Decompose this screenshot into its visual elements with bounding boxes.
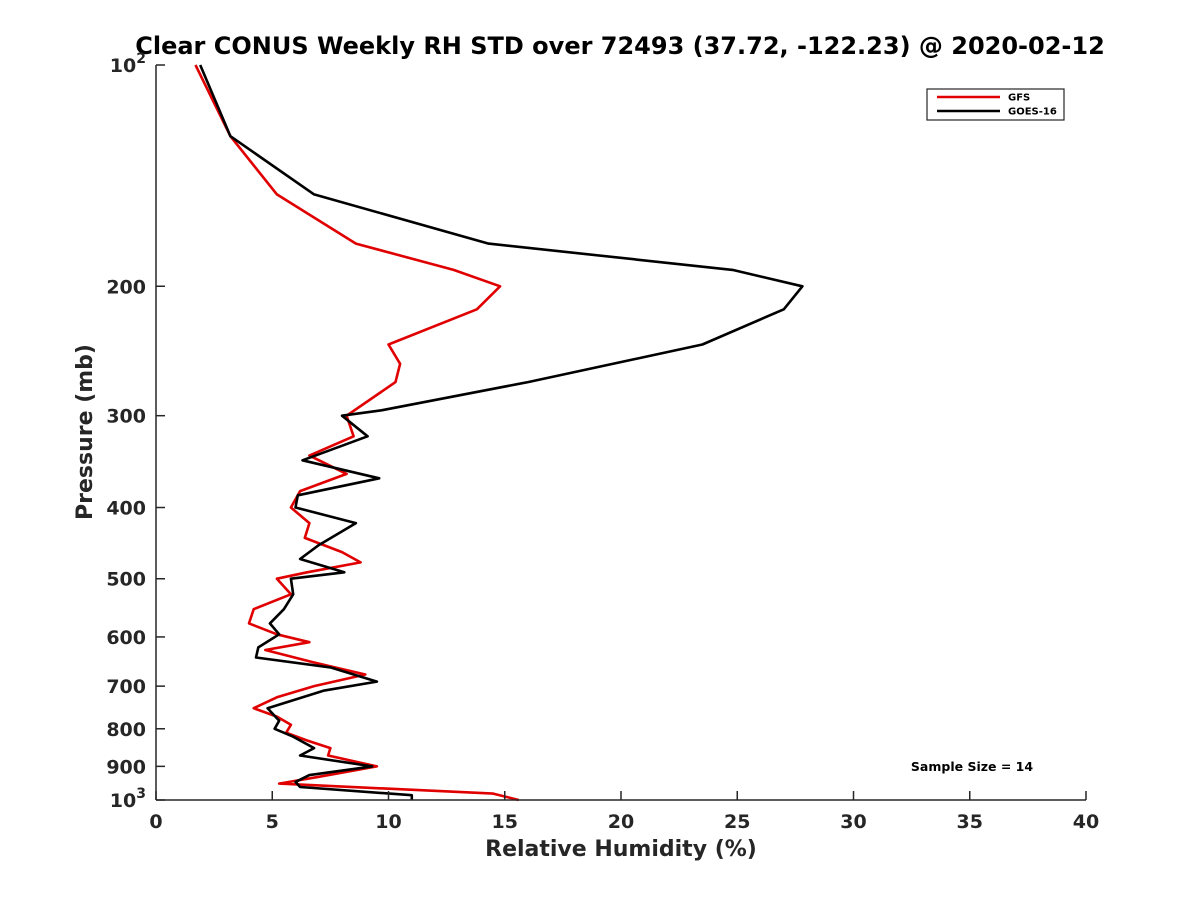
sample-size-annotation: Sample Size = 14 <box>911 759 1033 774</box>
legend-entries: GFS GOES-16 <box>937 93 1057 118</box>
plot-area: 0 5 10 15 20 25 30 35 40 102 200 300 400 500 600 700 80… <box>106 51 1099 833</box>
x-tick-label: 15 <box>492 811 518 833</box>
chart-title: Clear CONUS Weekly RH STD over 72493 (37… <box>135 32 1105 60</box>
y-tick-label: 500 <box>106 569 146 591</box>
y-axis-label: Pressure (mb) <box>73 344 98 520</box>
x-axis-label: Relative Humidity (%) <box>485 837 757 862</box>
x-tick-label: 40 <box>1073 811 1099 833</box>
x-tick-label: 35 <box>957 811 983 833</box>
series-layer <box>194 64 804 802</box>
series-line-gfs <box>194 64 520 802</box>
y-tick-label: 600 <box>106 627 146 649</box>
y-tick-label: 200 <box>106 276 146 298</box>
y-tick-label: 103 <box>110 786 146 812</box>
y-tick-label: 900 <box>106 756 146 778</box>
y-tick-label: 700 <box>106 676 146 698</box>
x-tick-label: 20 <box>608 811 634 833</box>
x-tick-label: 0 <box>149 811 162 833</box>
y-tick-label: 400 <box>106 498 146 520</box>
legend-box <box>926 88 1065 121</box>
series-line-goes-16 <box>199 64 804 800</box>
x-tick-label: 10 <box>375 811 401 833</box>
y-tick-label: 800 <box>106 719 146 741</box>
x-ticks: 0 5 10 15 20 25 30 35 40 <box>149 791 1099 833</box>
legend: GFS GOES-16 <box>926 88 1065 121</box>
x-tick-label: 30 <box>840 811 866 833</box>
x-tick-label: 5 <box>266 811 279 833</box>
legend-label-gfs: GFS <box>1008 93 1030 104</box>
y-ticks: 102 200 300 400 500 600 700 800 900 103 <box>106 51 165 812</box>
legend-label-goes-16: GOES-16 <box>1008 107 1057 118</box>
x-tick-label: 25 <box>724 811 750 833</box>
y-tick-label: 102 <box>110 51 146 77</box>
y-tick-label: 300 <box>106 406 146 428</box>
